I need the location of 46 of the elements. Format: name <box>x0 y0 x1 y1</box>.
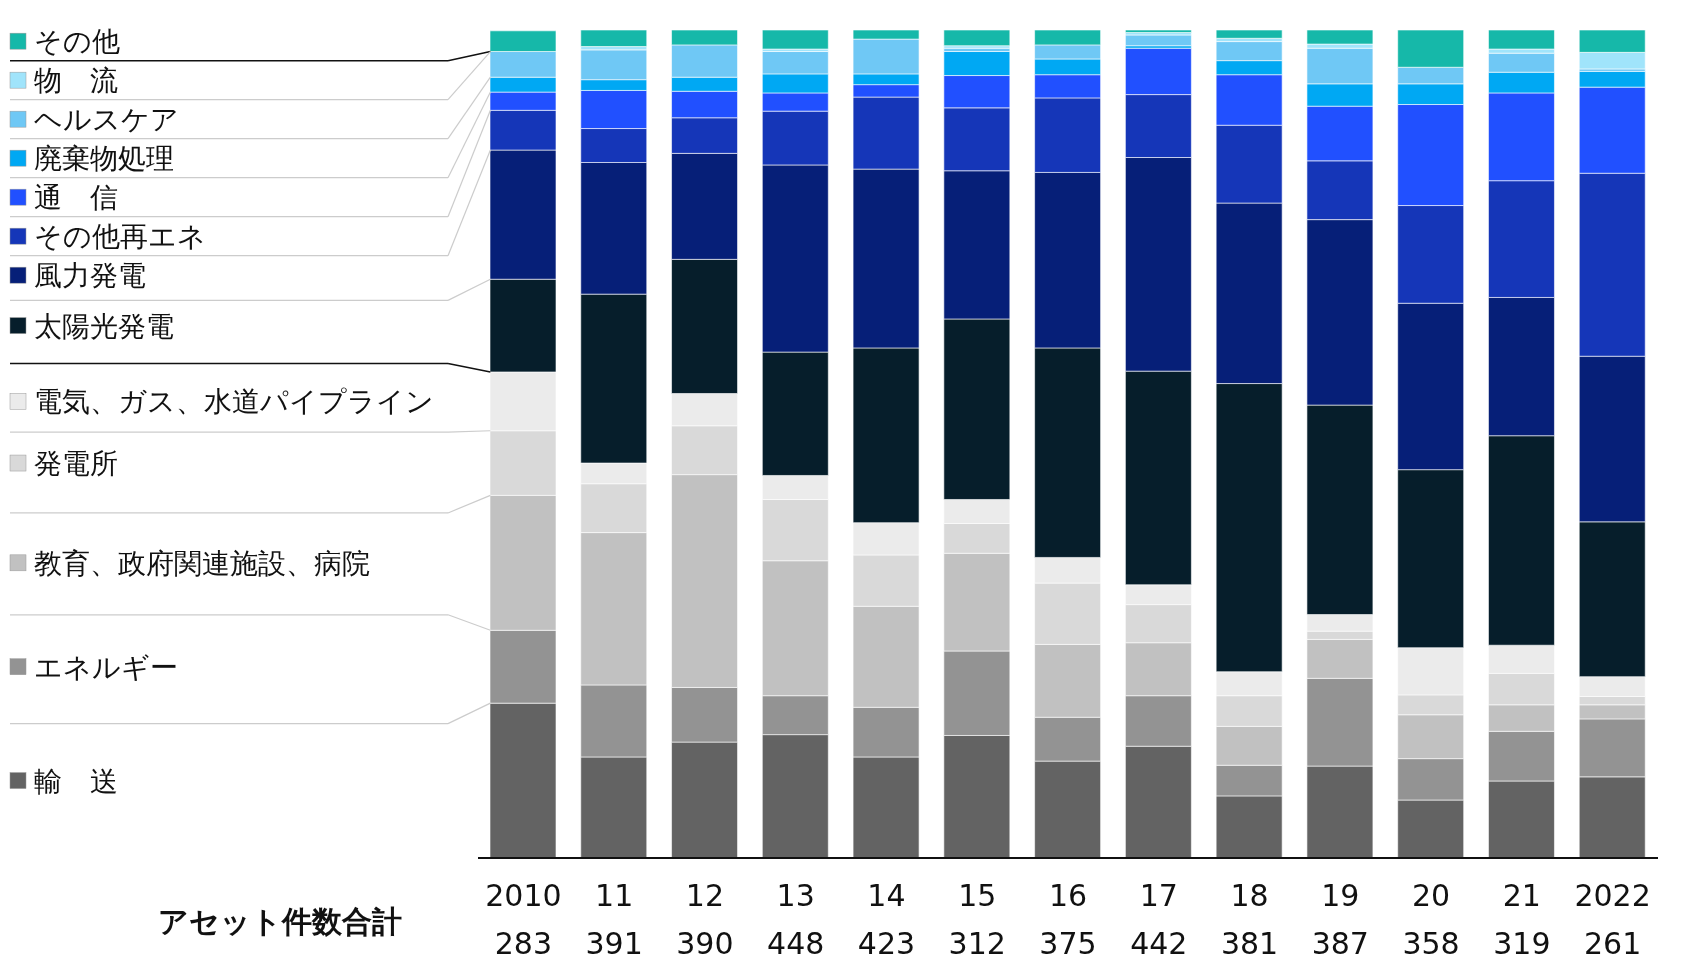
text: アセット件数合計 <box>158 903 402 941</box>
legend-label: 通 信 <box>34 181 118 215</box>
legend-label: 発電所 <box>34 447 118 481</box>
x-tick-label: 11 <box>595 878 634 913</box>
bar <box>1306 30 1374 45</box>
x-tick-label: 12 <box>685 878 725 913</box>
text: 312 <box>948 926 1006 961</box>
legend-label: 物 流 <box>34 64 118 98</box>
legend-label: 輸 送 <box>34 764 118 798</box>
legend-label: ヘルスケア <box>34 103 179 137</box>
legend-label: 廃棄物処理 <box>34 142 174 176</box>
text: 358 <box>1402 926 1460 961</box>
text: 387 <box>1311 926 1369 961</box>
text: 423 <box>857 926 916 961</box>
text: 390 <box>676 926 734 961</box>
bar <box>943 30 1011 47</box>
x-tick-label: 20 <box>1411 878 1451 913</box>
legend-label: その他再エネ <box>34 220 206 254</box>
x-tick-label: 17 <box>1139 878 1178 913</box>
x-tick-label: 2022 <box>1574 878 1651 913</box>
text: 261 <box>1583 926 1642 961</box>
x-tick-label: 21 <box>1502 878 1541 913</box>
legend-label: 電気、ガス、水道パイプライン <box>34 385 434 419</box>
legend-label: エネルギー <box>34 650 178 684</box>
bar <box>1215 30 1283 39</box>
bar <box>580 30 648 47</box>
x-tick-label: 13 <box>776 878 815 913</box>
x-tick-label: 15 <box>958 878 997 913</box>
x-tick-label: 14 <box>867 878 906 913</box>
x-tick-label: 16 <box>1048 878 1088 913</box>
legend-label: 風力発電 <box>34 259 146 293</box>
text: 448 <box>767 926 825 961</box>
text: 391 <box>585 926 643 961</box>
x-tick-label: 2010 <box>485 878 562 913</box>
legend-label: その他 <box>34 25 120 59</box>
text: 319 <box>1493 926 1551 961</box>
text: 442 <box>1130 926 1188 961</box>
text: 283 <box>494 926 553 961</box>
text: 381 <box>1220 926 1279 961</box>
bar <box>1488 30 1555 50</box>
text: 375 <box>1039 926 1097 961</box>
legend-label: 教育、政府関連施設、病院 <box>34 546 370 580</box>
x-tick-label: 19 <box>1321 878 1360 913</box>
x-tick-label: 18 <box>1230 878 1269 913</box>
bar <box>762 30 829 50</box>
legend-label: 太陽光発電 <box>34 309 174 343</box>
